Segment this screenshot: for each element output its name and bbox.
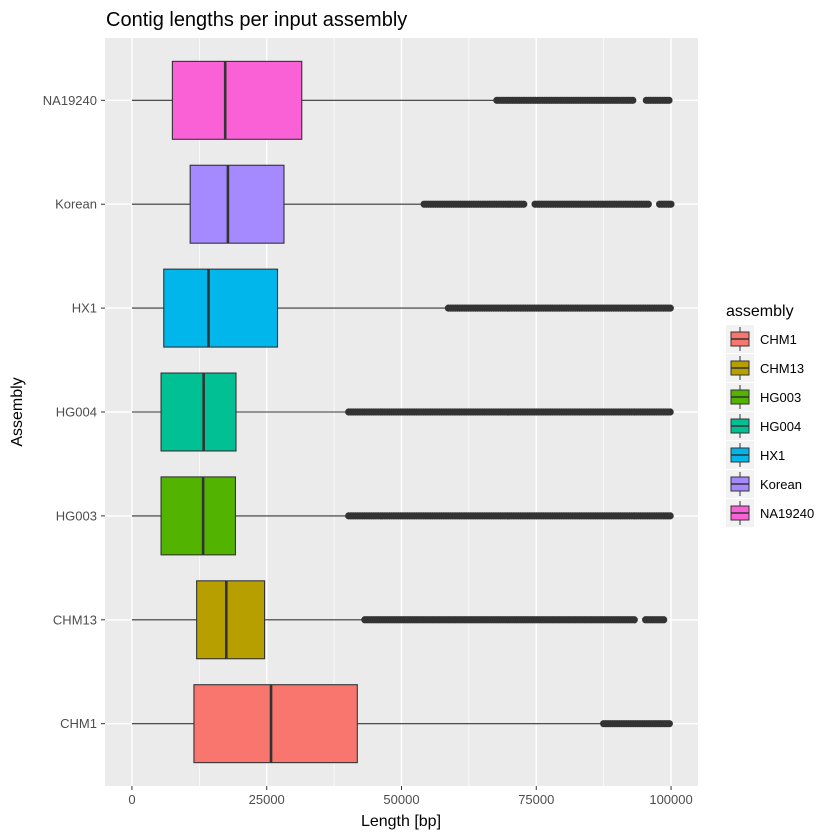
box-body (193, 684, 358, 764)
outlier-point (666, 512, 674, 520)
outlier-point (629, 96, 637, 104)
outlier-point (667, 200, 675, 208)
legend-item-korean: Korean (726, 470, 802, 498)
chart-title: Contig lengths per input assembly (106, 9, 407, 31)
outlier-point (630, 616, 638, 624)
box-body (196, 580, 266, 660)
legend-label: CHM13 (760, 361, 804, 376)
legend-title: assembly (726, 303, 794, 320)
box-body (163, 268, 279, 348)
legend-item-hg004: HG004 (726, 412, 801, 440)
boxes-layer (131, 60, 675, 764)
outlier-point (665, 96, 673, 104)
y-tick-label: Korean (55, 197, 97, 212)
legend: assembly CHM1 CHM13 HG003 HG004 HX1 Korean NA1… (726, 303, 814, 527)
legend-label: HG004 (760, 419, 801, 434)
x-tick-label: 50000 (383, 792, 419, 807)
legend-label: HX1 (760, 448, 785, 463)
outlier-point (644, 200, 652, 208)
box-body (189, 164, 285, 244)
x-tick-label: 25000 (249, 792, 285, 807)
legend-label: HG003 (760, 390, 801, 405)
legend-item-na19240: NA19240 (726, 499, 814, 527)
outlier-point (660, 616, 668, 624)
box-body (160, 372, 237, 452)
legend-item-chm1: CHM1 (726, 325, 797, 353)
y-tick-label: CHM13 (53, 612, 97, 627)
outlier-point (666, 408, 674, 416)
box-body (160, 476, 237, 556)
box-na19240 (131, 60, 673, 140)
y-axis: CHM1 CHM13 HG003 HG004 HX1 Korean NA19240 (43, 93, 105, 731)
x-tick-label: 100000 (649, 792, 692, 807)
y-axis-title: Assembly (9, 377, 26, 446)
x-axis: 0 25000 50000 75000 100000 (128, 786, 693, 807)
x-tick-label: 75000 (518, 792, 554, 807)
y-tick-label: HG003 (56, 508, 97, 523)
outlier-point (665, 720, 673, 728)
legend-label: NA19240 (760, 506, 814, 521)
outlier-point (520, 200, 528, 208)
box-chm13 (131, 580, 668, 660)
y-tick-label: HX1 (72, 301, 97, 316)
y-tick-label: CHM1 (60, 716, 97, 731)
legend-label: CHM1 (760, 332, 797, 347)
box-body (171, 60, 303, 140)
box-chm1 (131, 684, 673, 764)
box-hg004 (131, 372, 674, 452)
box-korean (131, 164, 675, 244)
legend-item-hg003: HG003 (726, 383, 801, 411)
outlier-point (666, 304, 674, 312)
y-tick-label: HG004 (56, 405, 97, 420)
legend-item-hx1: HX1 (726, 441, 785, 469)
legend-item-chm13: CHM13 (726, 354, 804, 382)
box-hx1 (131, 268, 674, 348)
legend-label: Korean (760, 477, 802, 492)
y-tick-label: NA19240 (43, 93, 97, 108)
x-tick-label: 0 (128, 792, 135, 807)
box-hg003 (131, 476, 674, 556)
x-axis-title: Length [bp] (361, 813, 441, 830)
